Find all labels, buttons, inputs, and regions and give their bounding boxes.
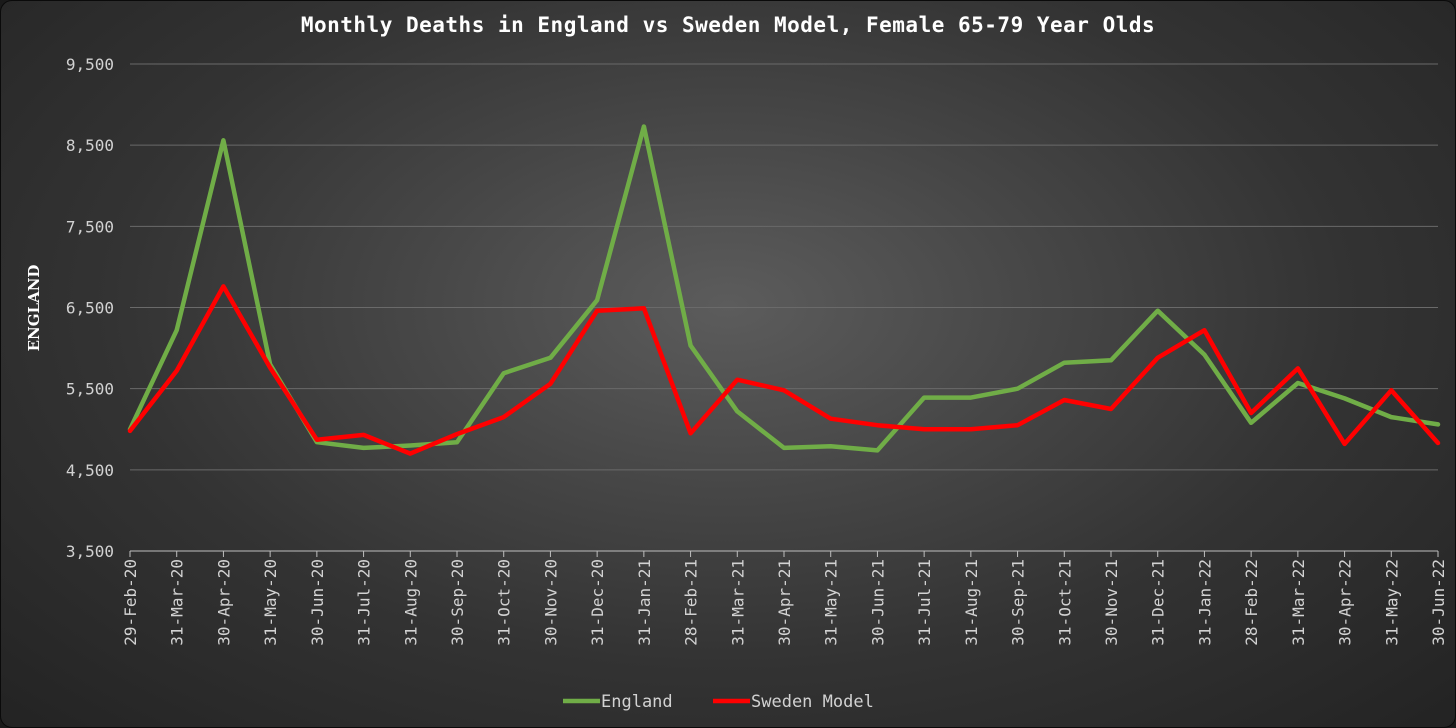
x-tick-label: 31-Oct-20 xyxy=(495,559,514,646)
y-tick-label: 7,500 xyxy=(66,217,114,236)
y-tick-label: 3,500 xyxy=(66,542,114,561)
axes: 3,500 4,500 5,500 6,500 7,500 8,500 9,500 29-Fe… xyxy=(66,55,1448,646)
x-tick-label: 31-May-20 xyxy=(261,559,280,646)
legend-label-sweden-model: Sweden Model xyxy=(751,692,874,712)
x-tick-label: 31-Jan-21 xyxy=(635,559,654,646)
x-tick-label: 30-Sep-20 xyxy=(448,559,467,646)
y-tick-label: 9,500 xyxy=(66,55,114,74)
legend-label-england: England xyxy=(601,692,673,712)
x-tick-label: 30-Jun-21 xyxy=(868,559,887,646)
x-tick-label: 30-Jun-20 xyxy=(308,559,327,646)
x-tick-label: 31-May-21 xyxy=(822,559,841,646)
x-tick-label: 31-Aug-21 xyxy=(962,559,981,646)
x-tick-label: 30-Jun-22 xyxy=(1429,559,1448,646)
x-tick-label: 31-Mar-22 xyxy=(1289,559,1308,646)
y-tick-label: 8,500 xyxy=(66,136,114,155)
x-tick-label: 29-Feb-20 xyxy=(121,559,140,646)
x-tick-label: 28-Feb-22 xyxy=(1242,559,1261,646)
x-tick-label: 28-Feb-21 xyxy=(682,559,701,646)
x-tick-label: 31-May-22 xyxy=(1382,559,1401,646)
series-line-england xyxy=(127,124,1441,453)
y-tick-label: 6,500 xyxy=(66,299,114,318)
chart-title: Monthly Deaths in England vs Sweden Mode… xyxy=(300,13,1156,37)
x-tick-label: 31-Jul-20 xyxy=(355,559,374,646)
series-lines xyxy=(127,124,1441,456)
x-tick-label: 31-Mar-21 xyxy=(728,559,747,646)
x-tick-label: 31-Aug-20 xyxy=(401,559,420,646)
x-tick-label: 30-Apr-22 xyxy=(1336,559,1355,646)
series-line-sweden-model xyxy=(127,284,1441,456)
x-tick-label: 31-Jan-22 xyxy=(1195,559,1214,646)
x-tick-label: 31-Dec-21 xyxy=(1149,559,1168,646)
x-tick-label: 31-Oct-21 xyxy=(1055,559,1074,646)
x-tick-label: 31-Dec-20 xyxy=(588,559,607,646)
x-tick-label: 31-Mar-20 xyxy=(168,559,187,646)
x-tick-label: 30-Apr-20 xyxy=(214,559,233,646)
x-tick-label: 30-Apr-21 xyxy=(775,559,794,646)
x-tick-label: 31-Jul-21 xyxy=(915,559,934,646)
x-tick-label: 30-Nov-21 xyxy=(1102,559,1121,646)
x-tick-label: 30-Sep-21 xyxy=(1009,559,1028,646)
legend: England Sweden Model xyxy=(563,692,874,712)
y-tick-label: 5,500 xyxy=(66,380,114,399)
y-tick-label: 4,500 xyxy=(66,461,114,480)
x-tick-label: 30-Nov-20 xyxy=(541,559,560,646)
